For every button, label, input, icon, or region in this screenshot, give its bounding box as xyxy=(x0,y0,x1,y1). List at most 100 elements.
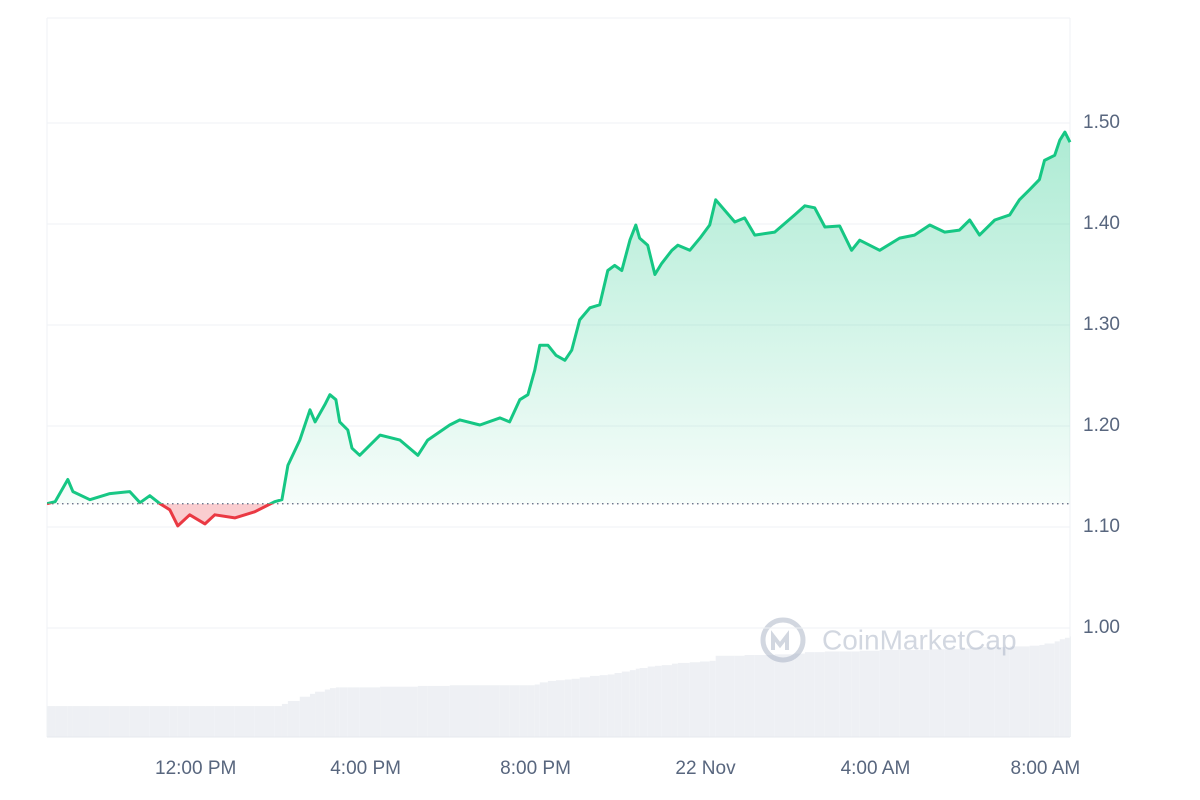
volume-bar xyxy=(499,685,510,737)
price-line-up xyxy=(47,130,1072,504)
volume-bar xyxy=(287,701,300,737)
volume-bar xyxy=(427,685,450,737)
volume-bar xyxy=(55,706,68,737)
volume-bar xyxy=(647,666,655,737)
volume-bar xyxy=(709,660,716,737)
volume-bar xyxy=(851,651,860,737)
volume-bar xyxy=(140,706,150,737)
volume-bar xyxy=(654,665,662,737)
volume-bar xyxy=(699,661,710,737)
volume-bar xyxy=(335,687,340,737)
volume-bar xyxy=(1044,643,1055,737)
y-tick-label: 1.50 xyxy=(1083,112,1120,133)
x-tick-label: 8:00 AM xyxy=(1011,758,1081,779)
volume-bar xyxy=(879,650,900,737)
area-up xyxy=(47,132,1070,504)
volume-bar xyxy=(564,679,572,737)
volume-bar xyxy=(677,662,690,737)
x-tick-label: 8:00 PM xyxy=(500,758,571,779)
volume-bar xyxy=(534,684,540,737)
volume-bar xyxy=(160,706,170,737)
watermark: CoinMarketCap xyxy=(760,617,1017,663)
volume-bar xyxy=(417,685,428,737)
volume-bar xyxy=(929,649,945,737)
volume-bar xyxy=(1054,641,1060,737)
volume-bar xyxy=(539,682,548,737)
price-line-down xyxy=(47,503,275,528)
volume-bar xyxy=(555,680,565,737)
volume-bar xyxy=(944,649,960,737)
volume-bar xyxy=(794,653,805,737)
volume-bar xyxy=(47,706,56,737)
volume-bar xyxy=(67,706,73,737)
volume-bar xyxy=(839,651,852,737)
volume-bar xyxy=(1029,645,1040,737)
x-tick-label: 4:00 PM xyxy=(330,758,401,779)
volume-bar xyxy=(614,673,622,737)
volume-bar xyxy=(1019,646,1030,737)
volume-bar xyxy=(579,677,590,737)
volume-bar xyxy=(479,685,500,737)
volume-bar xyxy=(744,655,755,737)
x-tick-label: 4:00 AM xyxy=(841,758,911,779)
watermark-logo-mark xyxy=(771,630,789,650)
volume-bar xyxy=(754,655,775,737)
volume-bar xyxy=(689,662,700,737)
y-tick-label: 1.10 xyxy=(1083,516,1120,537)
volume-layer xyxy=(47,636,1071,737)
volume-bar xyxy=(149,706,161,737)
volume-bar xyxy=(1059,639,1065,737)
volume-bar xyxy=(339,687,348,737)
volume-bar xyxy=(352,687,360,737)
volume-bar xyxy=(205,706,215,737)
y-tick-label: 1.40 xyxy=(1083,213,1120,234)
volume-bar xyxy=(254,706,275,737)
volume-bar xyxy=(89,706,110,737)
volume-bar xyxy=(589,675,600,737)
watermark-logo xyxy=(760,617,806,663)
volume-bar xyxy=(547,680,556,737)
volume-bar xyxy=(519,685,528,737)
volume-bar xyxy=(324,689,330,737)
volume-bar xyxy=(129,706,141,737)
volume-bar xyxy=(400,686,418,737)
volume-bar xyxy=(629,670,636,737)
volume-bar xyxy=(72,706,90,737)
volume-bar xyxy=(969,647,980,737)
volume-bar xyxy=(329,688,336,737)
watermark-text: CoinMarketCap xyxy=(822,624,1017,655)
volume-bar xyxy=(1064,637,1070,737)
x-tick-label: 22 Nov xyxy=(675,758,736,779)
volume-bar xyxy=(347,687,353,737)
volume-bar xyxy=(607,674,615,737)
volume-bar xyxy=(109,706,130,737)
volume-bar xyxy=(380,686,401,737)
volume-bar xyxy=(734,655,745,737)
volume-bar xyxy=(281,703,288,737)
volume-bar xyxy=(169,706,178,737)
volume-bar xyxy=(359,687,381,737)
volume-bar xyxy=(814,652,825,737)
volume-bar xyxy=(527,685,535,737)
volume-bar xyxy=(315,691,325,737)
x-tick-label: 12:00 PM xyxy=(155,758,236,779)
volume-bar xyxy=(979,647,995,737)
volume-bar xyxy=(859,650,880,737)
volume-bar xyxy=(774,654,795,737)
volume-bar xyxy=(274,706,282,737)
volume-bar xyxy=(621,671,630,737)
volume-bar xyxy=(571,678,580,737)
y-tick-label: 1.00 xyxy=(1083,617,1120,638)
volume-bar xyxy=(599,675,608,737)
volume-bar xyxy=(661,665,672,737)
volume-bar xyxy=(959,648,970,737)
volume-bar xyxy=(715,655,735,737)
volume-bar xyxy=(234,706,255,737)
volume-bar xyxy=(509,685,520,737)
volume-bar xyxy=(804,652,815,737)
volume-bar xyxy=(177,706,190,737)
volume-bar xyxy=(914,650,930,737)
volume-bar xyxy=(299,696,310,737)
volume-bar xyxy=(899,650,915,737)
